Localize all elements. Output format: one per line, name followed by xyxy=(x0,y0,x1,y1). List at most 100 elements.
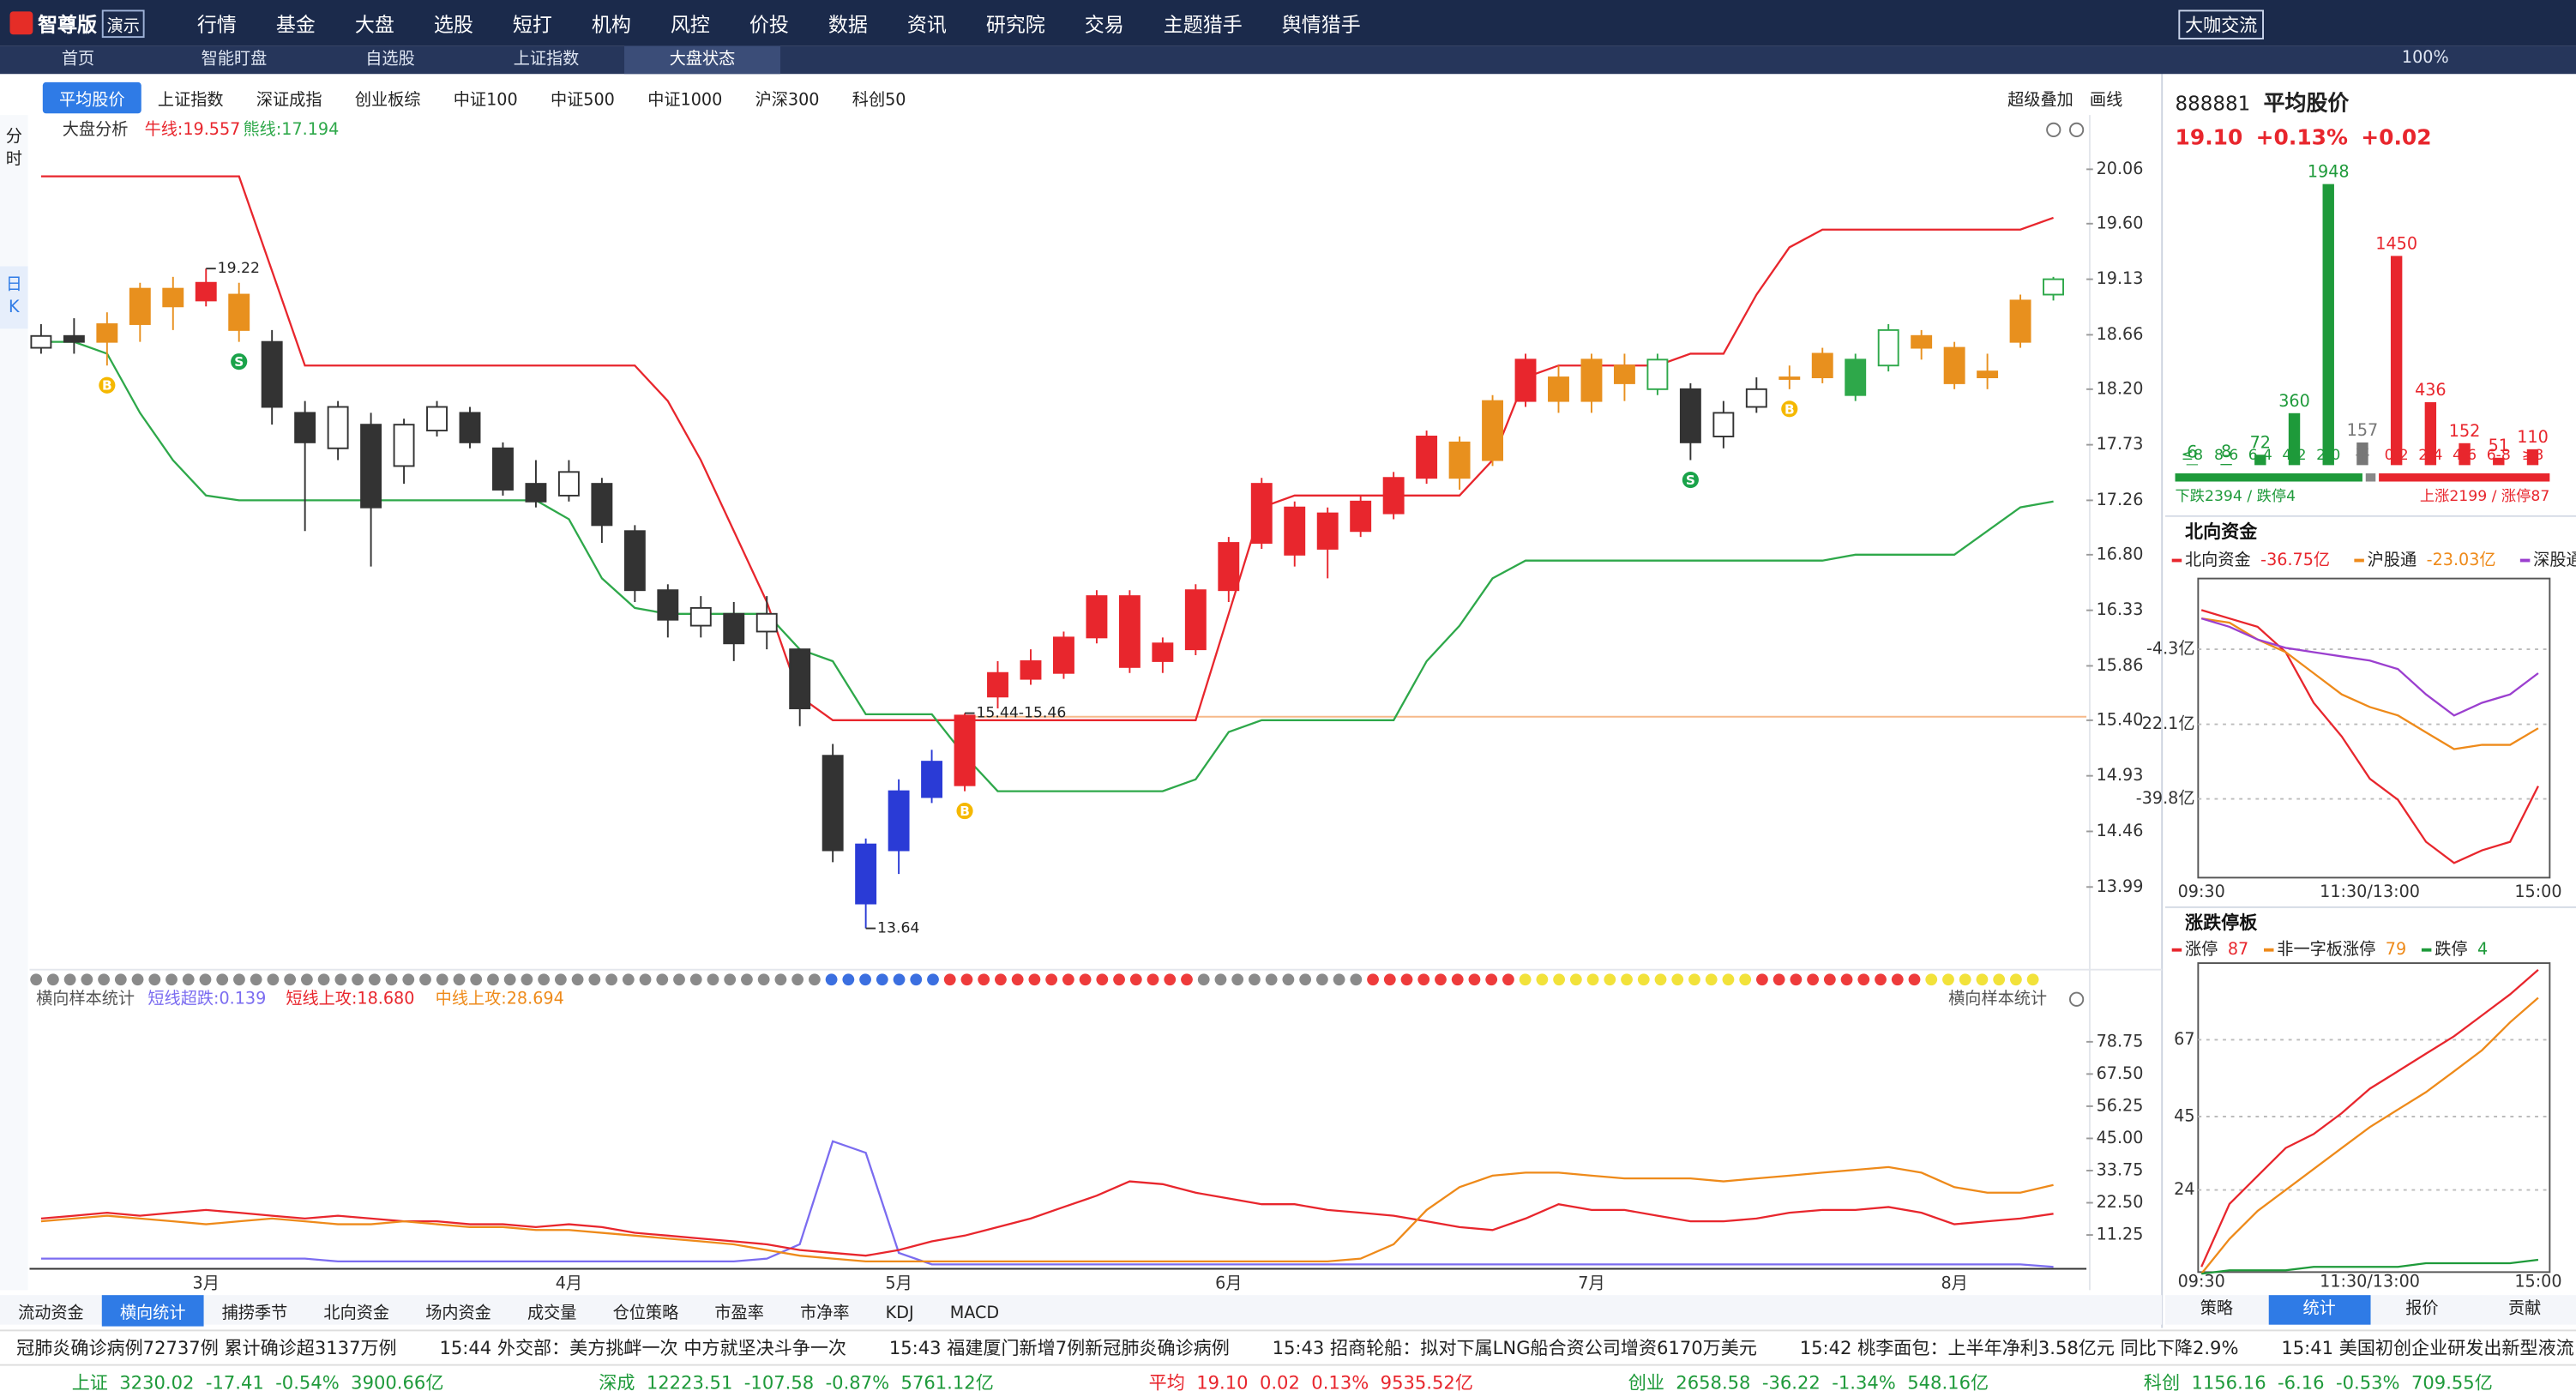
menu-item[interactable]: 研究院 xyxy=(985,12,1045,36)
tab[interactable]: 首页 xyxy=(61,51,95,69)
right-tab[interactable]: 统计 xyxy=(2267,1295,2371,1325)
side-tab[interactable]: 日K xyxy=(0,266,28,329)
candle-body xyxy=(195,281,217,302)
help-icon[interactable] xyxy=(2068,991,2085,1007)
menu-item[interactable]: 选股 xyxy=(433,12,473,36)
menu-item[interactable]: 交易 xyxy=(1084,12,1124,36)
menu-item[interactable]: 机构 xyxy=(591,12,631,36)
x-tick-label: 8月 xyxy=(1941,1273,1967,1292)
summary-label: 下跌2394 / 跌停4 xyxy=(2176,488,2296,505)
menu-item[interactable]: 大盘 xyxy=(354,12,394,36)
menu-item[interactable]: 价投 xyxy=(749,12,789,36)
candle-body xyxy=(789,648,811,710)
index-tab[interactable]: 创业板综 xyxy=(354,91,421,110)
index-tab[interactable]: 中证100 xyxy=(453,91,518,110)
bottom-tab[interactable]: KDJ xyxy=(885,1304,914,1322)
candle-body xyxy=(393,424,415,467)
bar xyxy=(2356,442,2368,466)
index-item[interactable]: 深成 12223.51 -107.58 -0.87% 5761.12亿 xyxy=(599,1369,1005,1395)
right-tab[interactable]: 策略 xyxy=(2200,1299,2234,1319)
signal-dot xyxy=(63,973,76,986)
bottom-tab[interactable]: 流动资金 xyxy=(18,1304,84,1322)
x-tick-label: 平 xyxy=(2355,447,2369,464)
value-label: 360 xyxy=(2278,391,2310,411)
signal-dot xyxy=(1756,973,1768,986)
candle-body xyxy=(657,589,679,621)
help-icon[interactable] xyxy=(2068,122,2085,138)
news-item[interactable]: 15:41 美国初创企业研发出新型液流电池 能量密 xyxy=(2281,1337,2576,1358)
bottom-tab[interactable]: MACD xyxy=(949,1304,1000,1322)
menu-item[interactable]: 短打 xyxy=(512,12,552,36)
candle-body xyxy=(1911,334,1933,349)
bottom-tab[interactable]: 市盈率 xyxy=(714,1304,764,1322)
series-line xyxy=(2200,617,2539,717)
candle-body xyxy=(888,790,910,852)
signal-dot xyxy=(1773,973,1785,986)
index-tab[interactable]: 中证1000 xyxy=(647,91,723,110)
index-tab[interactable]: 上证指数 xyxy=(157,91,224,110)
bottom-tab[interactable]: 市净率 xyxy=(800,1304,850,1322)
x-tick-label: 4-2 xyxy=(2282,447,2306,464)
news-item[interactable]: 15:43 招商轮船：拟对下属LNG船合资公司增资6170万美元 xyxy=(1272,1337,1757,1358)
index-tab[interactable]: 深证成指 xyxy=(256,91,322,110)
exchange-button[interactable]: 大咖交流 xyxy=(2178,9,2264,39)
tab[interactable]: 自选股 xyxy=(365,51,415,69)
settings-icon[interactable] xyxy=(2046,122,2061,138)
bottom-tab[interactable]: 成交量 xyxy=(527,1304,577,1322)
bottom-tab[interactable]: 横向统计 xyxy=(101,1294,204,1326)
signal-dot xyxy=(689,973,702,986)
index-item[interactable]: 平均 19.10 0.02 0.13% 9535.52亿 xyxy=(1149,1369,1485,1395)
menu-item[interactable]: 舆情猎手 xyxy=(1281,12,1361,36)
signal-dot xyxy=(233,973,245,986)
news-item[interactable]: 15:44 外交部：美方挑衅一次 中方就坚决斗争一次 xyxy=(439,1337,847,1358)
menu-item[interactable]: 主题猎手 xyxy=(1163,12,1243,36)
signal-dot xyxy=(605,973,617,986)
bar xyxy=(2493,457,2505,466)
index-tab[interactable]: 沪深300 xyxy=(755,91,820,110)
annotation: 13.64 xyxy=(877,920,919,937)
signal-dot xyxy=(114,973,127,986)
signal-dot xyxy=(1553,973,1566,986)
bar xyxy=(2390,256,2403,466)
signal-dot xyxy=(267,973,280,986)
signal-dot xyxy=(1147,973,1159,986)
bottom-tab[interactable]: 捕捞季节 xyxy=(221,1304,288,1322)
index-item[interactable]: 创业 2658.58 -36.22 -1.34% 548.16亿 xyxy=(1628,1369,2001,1395)
menu-item[interactable]: 数据 xyxy=(828,12,868,36)
bottom-tab[interactable]: 北向资金 xyxy=(323,1304,390,1322)
bottom-tab[interactable]: 场内资金 xyxy=(425,1304,491,1322)
candle-body xyxy=(1514,358,1537,402)
menu-item[interactable]: 行情 xyxy=(196,12,237,36)
index-item[interactable]: 上证 3230.02 -17.41 -0.54% 3900.66亿 xyxy=(72,1369,455,1395)
tool[interactable]: 超级叠加 xyxy=(2007,92,2073,111)
tab[interactable]: 大盘状态 xyxy=(624,45,781,75)
right-tab[interactable]: 贡献 xyxy=(2507,1299,2542,1319)
bottom-tab[interactable]: 仓位策略 xyxy=(612,1304,679,1322)
news-item[interactable]: 15:43 福建厦门新增7例新冠肺炎确诊病例 xyxy=(888,1337,1230,1358)
tab[interactable]: 上证指数 xyxy=(513,51,580,69)
signal-dot xyxy=(825,973,838,986)
signal-dot xyxy=(1891,973,1904,986)
tool[interactable]: 画线 xyxy=(2089,92,2123,111)
index-tab[interactable]: 中证500 xyxy=(550,91,615,110)
candle-body xyxy=(327,406,349,449)
index-pct: -1.34% xyxy=(1832,1372,1896,1394)
y-tick-label: 45 xyxy=(2174,1106,2194,1126)
side-tab[interactable]: 分时 xyxy=(5,128,22,170)
signal-dot xyxy=(910,973,923,986)
x-tick-label: 09:30 xyxy=(2178,1271,2225,1291)
menu-item[interactable]: 基金 xyxy=(275,12,316,36)
news-item[interactable]: 15:42 桃李面包：上半年净利3.58亿元 同比下降2.9% xyxy=(1799,1337,2239,1358)
menu-item[interactable]: 资讯 xyxy=(906,12,947,36)
signal-marker xyxy=(99,376,116,394)
tab[interactable]: 智能盯盘 xyxy=(201,51,268,69)
index-item[interactable]: 科创 1156.16 -6.16 -0.53% 709.55亿 xyxy=(2144,1369,2504,1395)
tab-list: 首页 智能盯盘 自选股 上证指数 大盘状态 xyxy=(0,45,781,75)
index-tab[interactable]: 科创50 xyxy=(852,91,906,110)
quote-pct: +0.13% xyxy=(2255,126,2348,152)
right-tab[interactable]: 报价 xyxy=(2405,1299,2439,1319)
index-tab[interactable]: 平均股价 xyxy=(42,81,141,113)
news-item[interactable]: 冠肺炎确诊病例72737例 累计确诊超3137万例 xyxy=(16,1337,397,1358)
menu-item[interactable]: 风控 xyxy=(670,12,710,36)
index-pct: -0.53% xyxy=(2335,1372,2400,1394)
